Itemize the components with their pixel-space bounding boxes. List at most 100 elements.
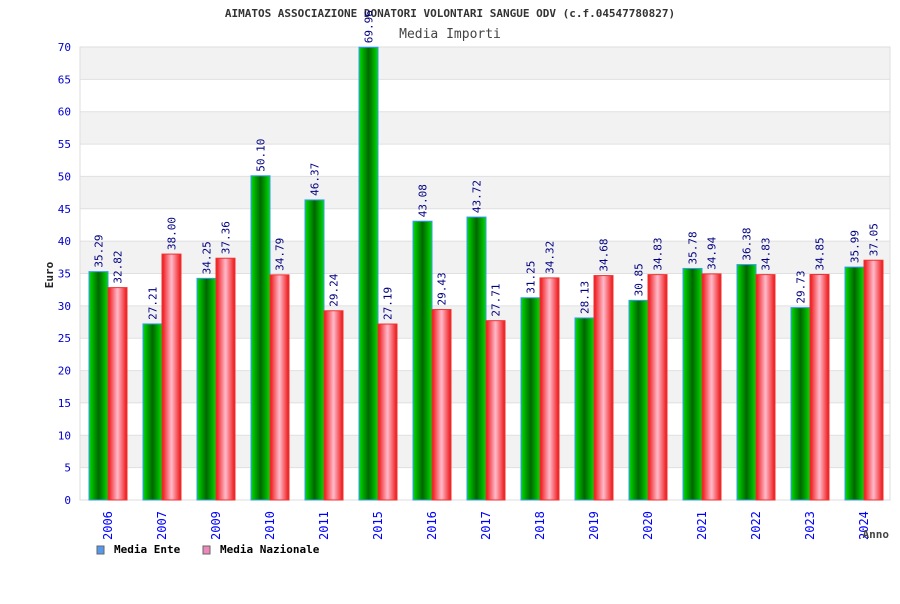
data-label: 43.08 xyxy=(417,184,430,217)
x-tick-label: 2022 xyxy=(749,511,763,540)
x-tick-label: 2009 xyxy=(209,511,223,540)
bar-media-nazionale xyxy=(161,253,182,501)
y-tick-label: 0 xyxy=(64,494,71,507)
x-tick-label: 2024 xyxy=(857,511,871,540)
data-label: 27.21 xyxy=(147,287,160,320)
x-tick-label: 2011 xyxy=(317,511,331,540)
bar-media-nazionale xyxy=(107,287,128,501)
bar-media-nazionale xyxy=(323,310,344,501)
y-tick-label: 15 xyxy=(58,397,71,410)
chart-title: AIMATOS ASSOCIAZIONE DONATORI VOLONTARI … xyxy=(225,7,675,20)
y-tick-label: 25 xyxy=(58,332,71,345)
bar-media-nazionale xyxy=(809,273,830,501)
bar-media-ente xyxy=(412,220,433,501)
data-label: 29.43 xyxy=(436,272,449,305)
x-tick-label: 2006 xyxy=(101,511,115,540)
bar-media-ente xyxy=(358,46,379,501)
x-tick-label: 2010 xyxy=(263,511,277,540)
x-tick-label: 2018 xyxy=(533,511,547,540)
y-tick-label: 50 xyxy=(58,170,71,183)
bar-media-ente xyxy=(790,307,811,501)
data-label: 35.99 xyxy=(849,230,862,263)
data-label: 34.68 xyxy=(598,238,611,271)
data-label: 35.29 xyxy=(93,234,106,267)
data-label: 30.85 xyxy=(633,263,646,296)
bar-media-ente xyxy=(844,266,865,501)
data-label: 29.24 xyxy=(328,273,341,306)
chart-subtitle: Media Importi xyxy=(399,27,501,42)
data-label: 29.73 xyxy=(795,270,808,303)
y-tick-label: 70 xyxy=(58,41,71,54)
x-tick-label: 2020 xyxy=(641,511,655,540)
bar-media-ente xyxy=(736,264,757,501)
bar-media-ente xyxy=(304,199,325,501)
bar-media-ente xyxy=(466,216,487,501)
grid-band xyxy=(80,47,890,80)
x-tick-label: 2021 xyxy=(695,511,709,540)
y-tick-label: 55 xyxy=(58,138,71,151)
data-label: 38.00 xyxy=(166,217,179,250)
bar-media-nazionale xyxy=(377,323,398,501)
data-label: 34.25 xyxy=(201,241,214,274)
data-label: 43.72 xyxy=(471,180,484,213)
data-label: 32.82 xyxy=(112,250,125,283)
x-tick-label: 2015 xyxy=(371,511,385,540)
bar-media-ente xyxy=(250,175,271,501)
bar-media-ente xyxy=(682,267,703,501)
legend-label-ente: Media Ente xyxy=(114,543,181,556)
y-tick-label: 10 xyxy=(58,429,71,442)
y-tick-label: 35 xyxy=(58,268,71,281)
bar-media-ente xyxy=(88,271,109,501)
data-label: 31.25 xyxy=(525,261,538,294)
legend: Media Ente Media Nazionale xyxy=(96,543,320,556)
y-tick-label: 60 xyxy=(58,106,71,119)
x-tick-label: 2023 xyxy=(803,511,817,540)
bar-media-nazionale xyxy=(485,320,506,501)
y-tick-label: 65 xyxy=(58,73,71,86)
legend-label-nazionale: Media Nazionale xyxy=(220,543,320,556)
data-label: 35.78 xyxy=(687,231,700,264)
x-axis-label: Anno xyxy=(863,528,890,541)
bar-media-nazionale xyxy=(539,277,560,501)
grid-band xyxy=(80,144,890,177)
grid-band xyxy=(80,111,890,145)
y-tick-label: 40 xyxy=(58,235,71,248)
legend-swatch-ente xyxy=(96,545,105,555)
bar-media-ente xyxy=(196,277,217,501)
data-label: 28.13 xyxy=(579,281,592,314)
grid-band xyxy=(80,176,890,209)
data-label: 27.19 xyxy=(382,287,395,320)
data-label: 34.83 xyxy=(760,237,773,270)
x-tick-label: 2019 xyxy=(587,511,601,540)
grid-band xyxy=(80,79,890,112)
bar-media-nazionale xyxy=(647,274,668,501)
x-tick-label: 2007 xyxy=(155,511,169,540)
bar-media-ente xyxy=(520,297,541,501)
bar-media-nazionale xyxy=(269,274,290,501)
bar-media-ente xyxy=(574,317,595,501)
data-label: 34.94 xyxy=(706,236,719,269)
data-label: 27.71 xyxy=(490,284,503,317)
data-label: 37.36 xyxy=(220,221,233,254)
y-tick-label: 20 xyxy=(58,365,71,378)
data-label: 36.38 xyxy=(741,227,754,260)
legend-swatch-nazionale xyxy=(202,545,211,555)
data-label: 69.96 xyxy=(363,10,376,43)
data-label: 37.05 xyxy=(868,223,881,256)
bar-media-nazionale xyxy=(593,275,614,501)
bar-media-nazionale xyxy=(431,309,452,501)
bar-media-ente xyxy=(628,299,649,501)
bar-media-nazionale xyxy=(215,257,236,501)
y-tick-label: 45 xyxy=(58,203,71,216)
y-tick-label: 5 xyxy=(64,462,71,475)
bar-media-nazionale xyxy=(701,273,722,501)
x-tick-label: 2016 xyxy=(425,511,439,540)
y-tick-label: 30 xyxy=(58,300,71,313)
x-tick-label: 2017 xyxy=(479,511,493,540)
bar-media-nazionale xyxy=(863,259,884,501)
data-label: 50.10 xyxy=(255,139,268,172)
bar-media-ente xyxy=(142,323,163,501)
data-label: 34.83 xyxy=(652,237,665,270)
data-label: 34.79 xyxy=(274,238,287,271)
